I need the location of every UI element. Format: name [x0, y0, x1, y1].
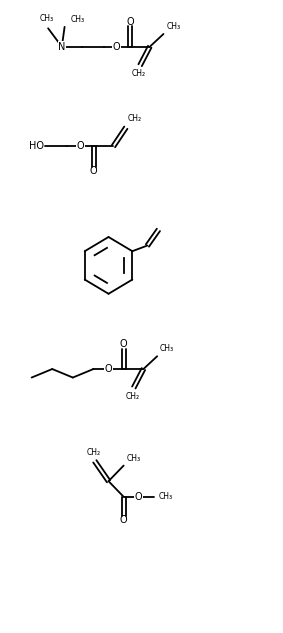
Text: CH₂: CH₂: [125, 392, 140, 401]
Text: O: O: [126, 17, 134, 27]
Text: CH₂: CH₂: [128, 115, 142, 123]
Text: CH₂: CH₂: [86, 448, 100, 457]
Text: HO: HO: [29, 141, 44, 151]
Text: O: O: [113, 42, 121, 52]
Text: O: O: [135, 492, 143, 502]
Text: CH₃: CH₃: [127, 454, 141, 463]
Text: O: O: [77, 141, 84, 151]
Text: O: O: [105, 364, 112, 374]
Text: N: N: [58, 42, 66, 52]
Text: CH₃: CH₃: [71, 15, 85, 24]
Text: CH₃: CH₃: [40, 14, 54, 23]
Text: CH₃: CH₃: [166, 22, 180, 30]
Text: CH₃: CH₃: [160, 344, 174, 353]
Text: O: O: [90, 166, 98, 176]
Text: CH₂: CH₂: [132, 70, 146, 78]
Text: O: O: [120, 515, 127, 525]
Text: CH₃: CH₃: [159, 492, 173, 501]
Text: O: O: [120, 339, 127, 349]
